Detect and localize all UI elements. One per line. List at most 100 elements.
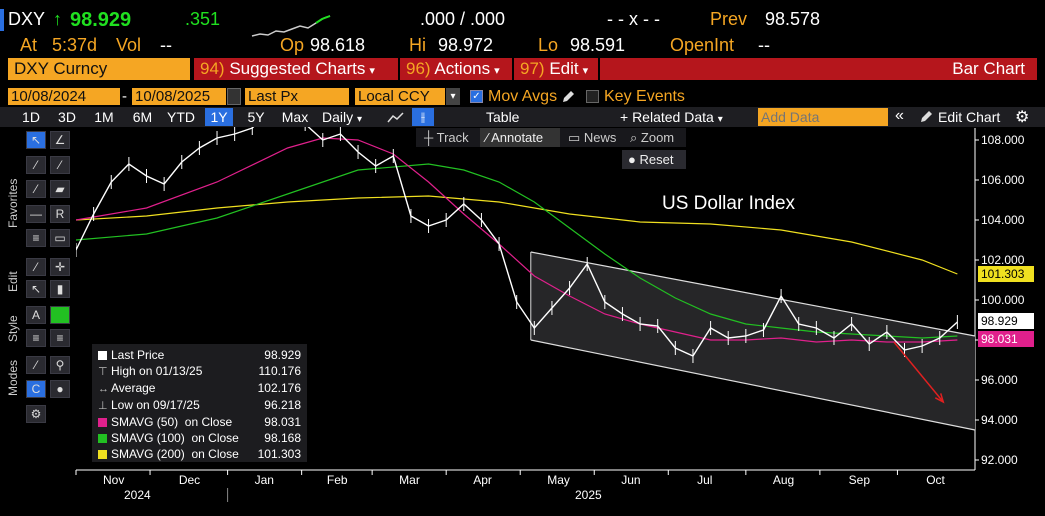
trash-icon[interactable]: ▮ (50, 280, 70, 298)
period-1m[interactable]: 1M (94, 109, 114, 125)
price-chip: 98.929 (978, 313, 1034, 330)
rect-tool[interactable]: ▭ (50, 229, 70, 247)
suggested-num: 94) (200, 59, 225, 78)
edit-menu[interactable]: 97) Edit ▾ (514, 58, 598, 80)
chevron-down-icon[interactable]: ▾ (446, 88, 460, 105)
price-field-select[interactable]: Last Px (245, 88, 349, 105)
start-date-field[interactable]: 10/08/2024 (8, 88, 120, 105)
period-6m[interactable]: 6M (132, 109, 153, 125)
frequency-select[interactable]: Daily ▾ (318, 108, 378, 126)
crosshair-icon: ┼ (424, 130, 434, 145)
drawing-tools-panel: ↖ ∠ ⁄ ⁄ ⁄ ▰ — R ≡ ▭ ⁄ ✛ ↖ ▮ A ≡ ≡ ⁄ ⚲ C … (0, 128, 76, 428)
suggested-charts-menu[interactable]: 94) Suggested Charts ▾ (194, 58, 398, 80)
hline-tool[interactable]: — (26, 205, 46, 223)
high-price: 98.972 (438, 35, 494, 55)
collapse-icon[interactable]: « (895, 107, 904, 124)
price-field: Last Px (248, 88, 299, 105)
edit-chart-button[interactable]: Edit Chart (938, 108, 1000, 126)
period-3d[interactable]: 3D (58, 109, 76, 125)
gear-icon[interactable]: ⚙ (1015, 109, 1030, 126)
color-swatch[interactable] (50, 306, 70, 324)
sparkline (251, 15, 331, 37)
brush-tool[interactable]: ⁄ (26, 258, 46, 276)
gear-icon[interactable]: ⚙ (26, 405, 46, 423)
legend-value: 98.031 (264, 415, 301, 429)
pencil-icon[interactable] (919, 110, 933, 124)
retracement-tool[interactable]: R (50, 205, 70, 223)
pointer-tool[interactable]: ↖ (26, 131, 46, 149)
actions-menu[interactable]: 96) Actions ▾ (400, 58, 512, 80)
period-max[interactable]: Max (281, 109, 309, 125)
key-events-label: Key Events (604, 88, 685, 105)
legend-marker (98, 450, 107, 460)
pin-tool[interactable]: ⚲ (50, 356, 70, 374)
crosshair-mode[interactable]: ⁄ (26, 356, 46, 374)
price-chart[interactable]: 92.00094.00096.00098.000100.000102.00010… (0, 127, 1045, 516)
legend-value: 98.168 (264, 431, 301, 445)
table-button[interactable]: Table (486, 108, 519, 126)
legend-label: Average (111, 381, 156, 395)
pencil-icon[interactable] (561, 90, 575, 104)
month-label: Apr (473, 473, 492, 487)
channel-fill (530, 252, 975, 430)
annotate-tool[interactable]: ⁄ Annotate (480, 128, 560, 147)
bid-ask: .000 / .000 (420, 9, 506, 29)
y-tick-label: 102.000 (981, 253, 1025, 267)
zoom-tool[interactable]: ⌕ Zoom (630, 130, 674, 146)
style-label: Style (6, 315, 20, 342)
month-label: Jan (255, 473, 274, 487)
ray-tool[interactable]: ⁄ (50, 156, 70, 174)
key-events-checkbox[interactable] (586, 90, 599, 103)
y-tick-label: 106.000 (981, 173, 1025, 187)
line-tool[interactable]: ⁄ (26, 156, 46, 174)
last-price: 98.929 (70, 9, 132, 31)
channel-tool[interactable]: ▰ (50, 180, 70, 198)
line-style-tool[interactable]: ≡ (50, 329, 70, 347)
zoom-label: Zoom (640, 130, 675, 145)
select-tool[interactable]: ↖ (26, 280, 46, 298)
currency-select[interactable]: Local CCY (355, 88, 445, 105)
text-tool[interactable]: A (26, 306, 46, 324)
track-tool[interactable]: ┼ Track (424, 130, 469, 145)
month-label: Dec (179, 473, 200, 487)
y-tick-label: 94.000 (981, 413, 1018, 427)
mov-avgs-checkbox[interactable]: ✓ (470, 90, 483, 103)
annotate-icon: ⁄ (486, 130, 489, 145)
draw-tool[interactable]: ∠ (50, 131, 70, 149)
news-icon: ▭ (568, 130, 581, 145)
line-width-tool[interactable]: ≡ (26, 329, 46, 347)
bar-chart-icon[interactable]: ⫲ (412, 108, 434, 126)
period-1y[interactable]: 1Y (205, 108, 233, 126)
openint-label: OpenInt (670, 35, 735, 55)
reset-button[interactable]: ● Reset (622, 150, 686, 169)
annotate-label: Annotate (491, 130, 544, 145)
magnet-mode[interactable]: C (26, 380, 46, 398)
end-date: 10/08/2025 (135, 88, 211, 105)
calendar-icon[interactable] (227, 88, 241, 105)
move-tool[interactable]: ✛ (50, 258, 70, 276)
end-date-field[interactable]: 10/08/2025 (132, 88, 226, 105)
chart-type-label: Bar Chart (952, 59, 1025, 78)
line-chart-icon[interactable] (386, 110, 406, 125)
price-chip: 101.303 (978, 265, 1034, 282)
palette-icon[interactable]: ● (50, 380, 70, 398)
month-label: Feb (327, 473, 348, 487)
period-1d[interactable]: 1D (22, 109, 40, 125)
news-tool[interactable]: ▭ News (568, 130, 616, 146)
fib-tool[interactable]: ≡ (26, 229, 46, 247)
legend-label: Low on 09/17/25 (111, 398, 200, 412)
legend-marker (98, 351, 107, 361)
related-data-button[interactable]: + Related Data ▾ (620, 108, 746, 126)
reset-icon: ● (628, 152, 636, 167)
legend-item: SMAVG (200) on Close 101.303 (98, 446, 301, 462)
chevron-down-icon: ▾ (357, 114, 363, 125)
segment-tool[interactable]: ⁄ (26, 180, 46, 198)
security-field[interactable]: DXY Curncy (8, 58, 190, 80)
period-5y[interactable]: 5Y (247, 109, 265, 125)
channel-lower-line (530, 339, 976, 431)
period-ytd[interactable]: YTD (167, 109, 195, 125)
legend-item: SMAVG (100) on Close 98.168 (98, 430, 301, 446)
add-data-input[interactable] (758, 108, 888, 126)
chart-title: US Dollar Index (662, 193, 796, 214)
year-label: 2024 (124, 488, 151, 502)
